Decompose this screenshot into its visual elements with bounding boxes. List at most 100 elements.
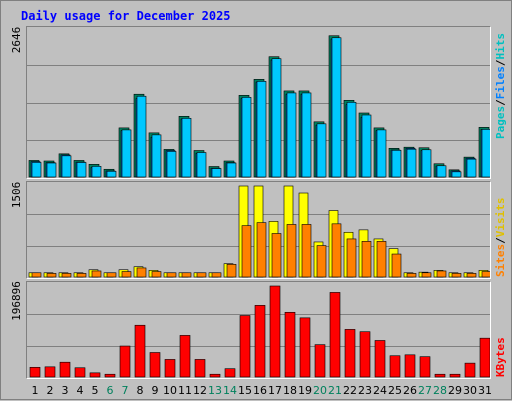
- bar-pages-day-24: [376, 129, 387, 178]
- bar-kbytes-day-11: [179, 335, 191, 378]
- bar-sites-day-5: [91, 270, 102, 278]
- x-tick-label-17: 17: [268, 384, 282, 397]
- x-tick-label-31: 31: [478, 384, 492, 397]
- x-tick-label-24: 24: [373, 384, 387, 397]
- bar-pages-day-27: [421, 149, 432, 178]
- bar-sites-day-14: [226, 264, 237, 278]
- bar-pages-day-23: [361, 114, 372, 178]
- bar-pages-day-14: [226, 162, 237, 178]
- x-tick-label-4: 4: [77, 384, 84, 397]
- bar-kbytes-day-25: [389, 355, 401, 378]
- bar-pages-day-7: [121, 129, 132, 178]
- x-tick-label-19: 19: [298, 384, 312, 397]
- bar-kbytes-day-27: [419, 356, 431, 378]
- bar-pages-day-4: [76, 162, 87, 178]
- panel-kbytes: [26, 281, 491, 379]
- bar-pages-day-6: [106, 170, 117, 178]
- bar-kbytes-day-17: [269, 285, 281, 378]
- bar-pages-day-30: [466, 158, 477, 178]
- legend2-sites: Sites: [494, 243, 507, 277]
- bar-pages-day-28: [436, 165, 447, 178]
- bar-pages-day-12: [196, 152, 207, 178]
- bar-kbytes-day-30: [464, 362, 476, 378]
- ymax-label-visits: 1506: [10, 181, 23, 209]
- legend-kbytes: KBytes: [494, 337, 507, 377]
- bar-pages-day-5: [91, 166, 102, 178]
- legend-sites-visits: Sites/Visits: [494, 198, 507, 278]
- legend1-separator: /: [494, 99, 507, 106]
- bar-kbytes-day-7: [119, 345, 131, 378]
- x-tick-label-22: 22: [343, 384, 357, 397]
- bar-kbytes-day-23: [359, 331, 371, 378]
- bar-pages-day-10: [166, 151, 177, 178]
- bar-kbytes-day-21: [329, 292, 341, 378]
- bar-sites-day-8: [136, 267, 147, 278]
- bar-pages-day-11: [181, 118, 192, 178]
- bar-sites-day-2: [46, 273, 57, 278]
- bar-sites-day-29: [451, 273, 462, 278]
- x-tick-label-3: 3: [62, 384, 69, 397]
- bar-pages-day-17: [271, 58, 282, 178]
- bar-kbytes-day-15: [239, 315, 251, 378]
- bar-kbytes-day-1: [29, 366, 41, 378]
- x-tick-label-26: 26: [403, 384, 417, 397]
- bar-pages-day-16: [256, 81, 267, 178]
- bar-sites-day-18: [286, 224, 297, 278]
- x-tick-label-7: 7: [122, 384, 129, 397]
- bar-kbytes-day-5: [89, 372, 101, 378]
- bar-kbytes-day-6: [104, 373, 116, 378]
- chart-pages-files-hits: [27, 35, 492, 178]
- legend2-separator: /: [494, 237, 507, 244]
- bar-kbytes-day-14: [224, 368, 236, 378]
- bar-pages-day-20: [316, 123, 327, 178]
- bar-pages-day-1: [31, 162, 42, 178]
- x-tick-label-5: 5: [92, 384, 99, 397]
- bar-kbytes-day-4: [74, 367, 86, 378]
- bar-kbytes-day-3: [59, 361, 71, 378]
- bar-kbytes-day-19: [299, 317, 311, 378]
- panel-pages-files-hits: [26, 26, 492, 179]
- bar-pages-day-13: [211, 168, 222, 178]
- legend-pages-files-hits: Pages/Files/Hits: [494, 33, 507, 139]
- bar-pages-day-31: [481, 129, 492, 178]
- bar-sites-day-24: [376, 241, 387, 278]
- x-tick-label-18: 18: [283, 384, 297, 397]
- legend1-separator: /: [494, 59, 507, 67]
- x-tick-label-9: 9: [152, 384, 159, 397]
- bar-sites-day-21: [331, 223, 342, 278]
- x-tick-label-16: 16: [253, 384, 267, 397]
- bar-sites-day-20: [316, 245, 327, 278]
- panel-sites-visits: [26, 181, 492, 279]
- x-tick-label-13: 13: [208, 384, 222, 397]
- bar-pages-day-22: [346, 102, 357, 178]
- x-tick-label-27: 27: [418, 384, 432, 397]
- x-tick-label-10: 10: [163, 384, 177, 397]
- bar-kbytes-day-9: [149, 352, 161, 378]
- x-tick-label-23: 23: [358, 384, 372, 397]
- bar-sites-day-1: [31, 272, 42, 278]
- bar-sites-day-12: [196, 272, 207, 278]
- bar-kbytes-day-10: [164, 359, 176, 378]
- ymax-label-hits: 2646: [10, 26, 23, 54]
- bar-sites-day-26: [406, 273, 417, 278]
- bar-sites-day-22: [346, 238, 357, 278]
- legend2-visits: Visits: [494, 197, 507, 238]
- legend3-kbytes: KBytes: [494, 337, 507, 377]
- bar-pages-day-29: [451, 171, 462, 178]
- bar-pages-day-18: [286, 92, 297, 178]
- bar-kbytes-day-18: [284, 311, 296, 378]
- x-tick-label-15: 15: [238, 384, 252, 397]
- bar-pages-day-26: [406, 148, 417, 178]
- bar-pages-day-25: [391, 150, 402, 178]
- x-tick-label-12: 12: [193, 384, 207, 397]
- bar-sites-day-30: [466, 273, 477, 278]
- bar-sites-day-25: [391, 253, 402, 278]
- bar-kbytes-day-28: [434, 373, 446, 378]
- bar-sites-day-3: [61, 273, 72, 278]
- x-tick-label-25: 25: [388, 384, 402, 397]
- chart-sites-visits: [27, 185, 492, 278]
- x-tick-label-30: 30: [463, 384, 477, 397]
- bar-pages-day-9: [151, 134, 162, 178]
- x-tick-label-29: 29: [448, 384, 462, 397]
